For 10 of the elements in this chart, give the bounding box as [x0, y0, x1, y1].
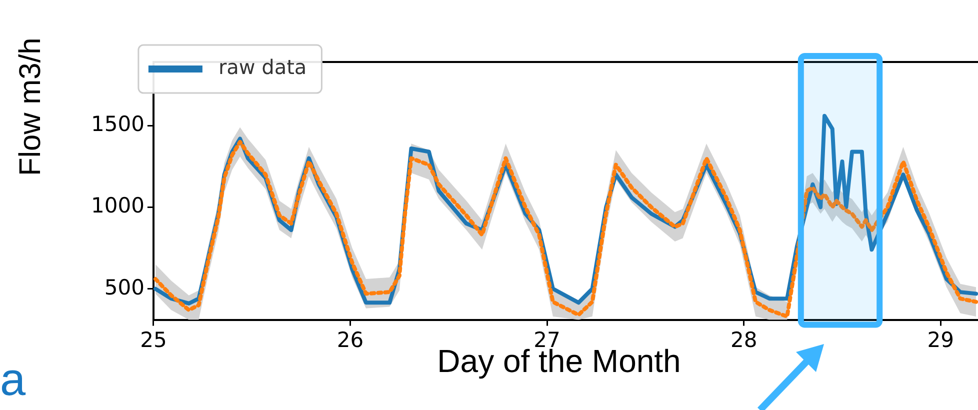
- y-tick-label: 1500: [90, 112, 144, 136]
- legend-label: raw data: [218, 55, 307, 80]
- y-tick-label: 1000: [90, 194, 144, 218]
- x-tick-label: 28: [730, 328, 758, 352]
- x-tick-label: 26: [336, 328, 364, 352]
- text: a: [0, 352, 26, 406]
- y-axis-title: Flow m3/h: [14, 38, 48, 176]
- y-tick-label: 500: [104, 275, 144, 300]
- x-tick-label: 29: [927, 328, 954, 352]
- x-tick-label: 25: [140, 328, 167, 352]
